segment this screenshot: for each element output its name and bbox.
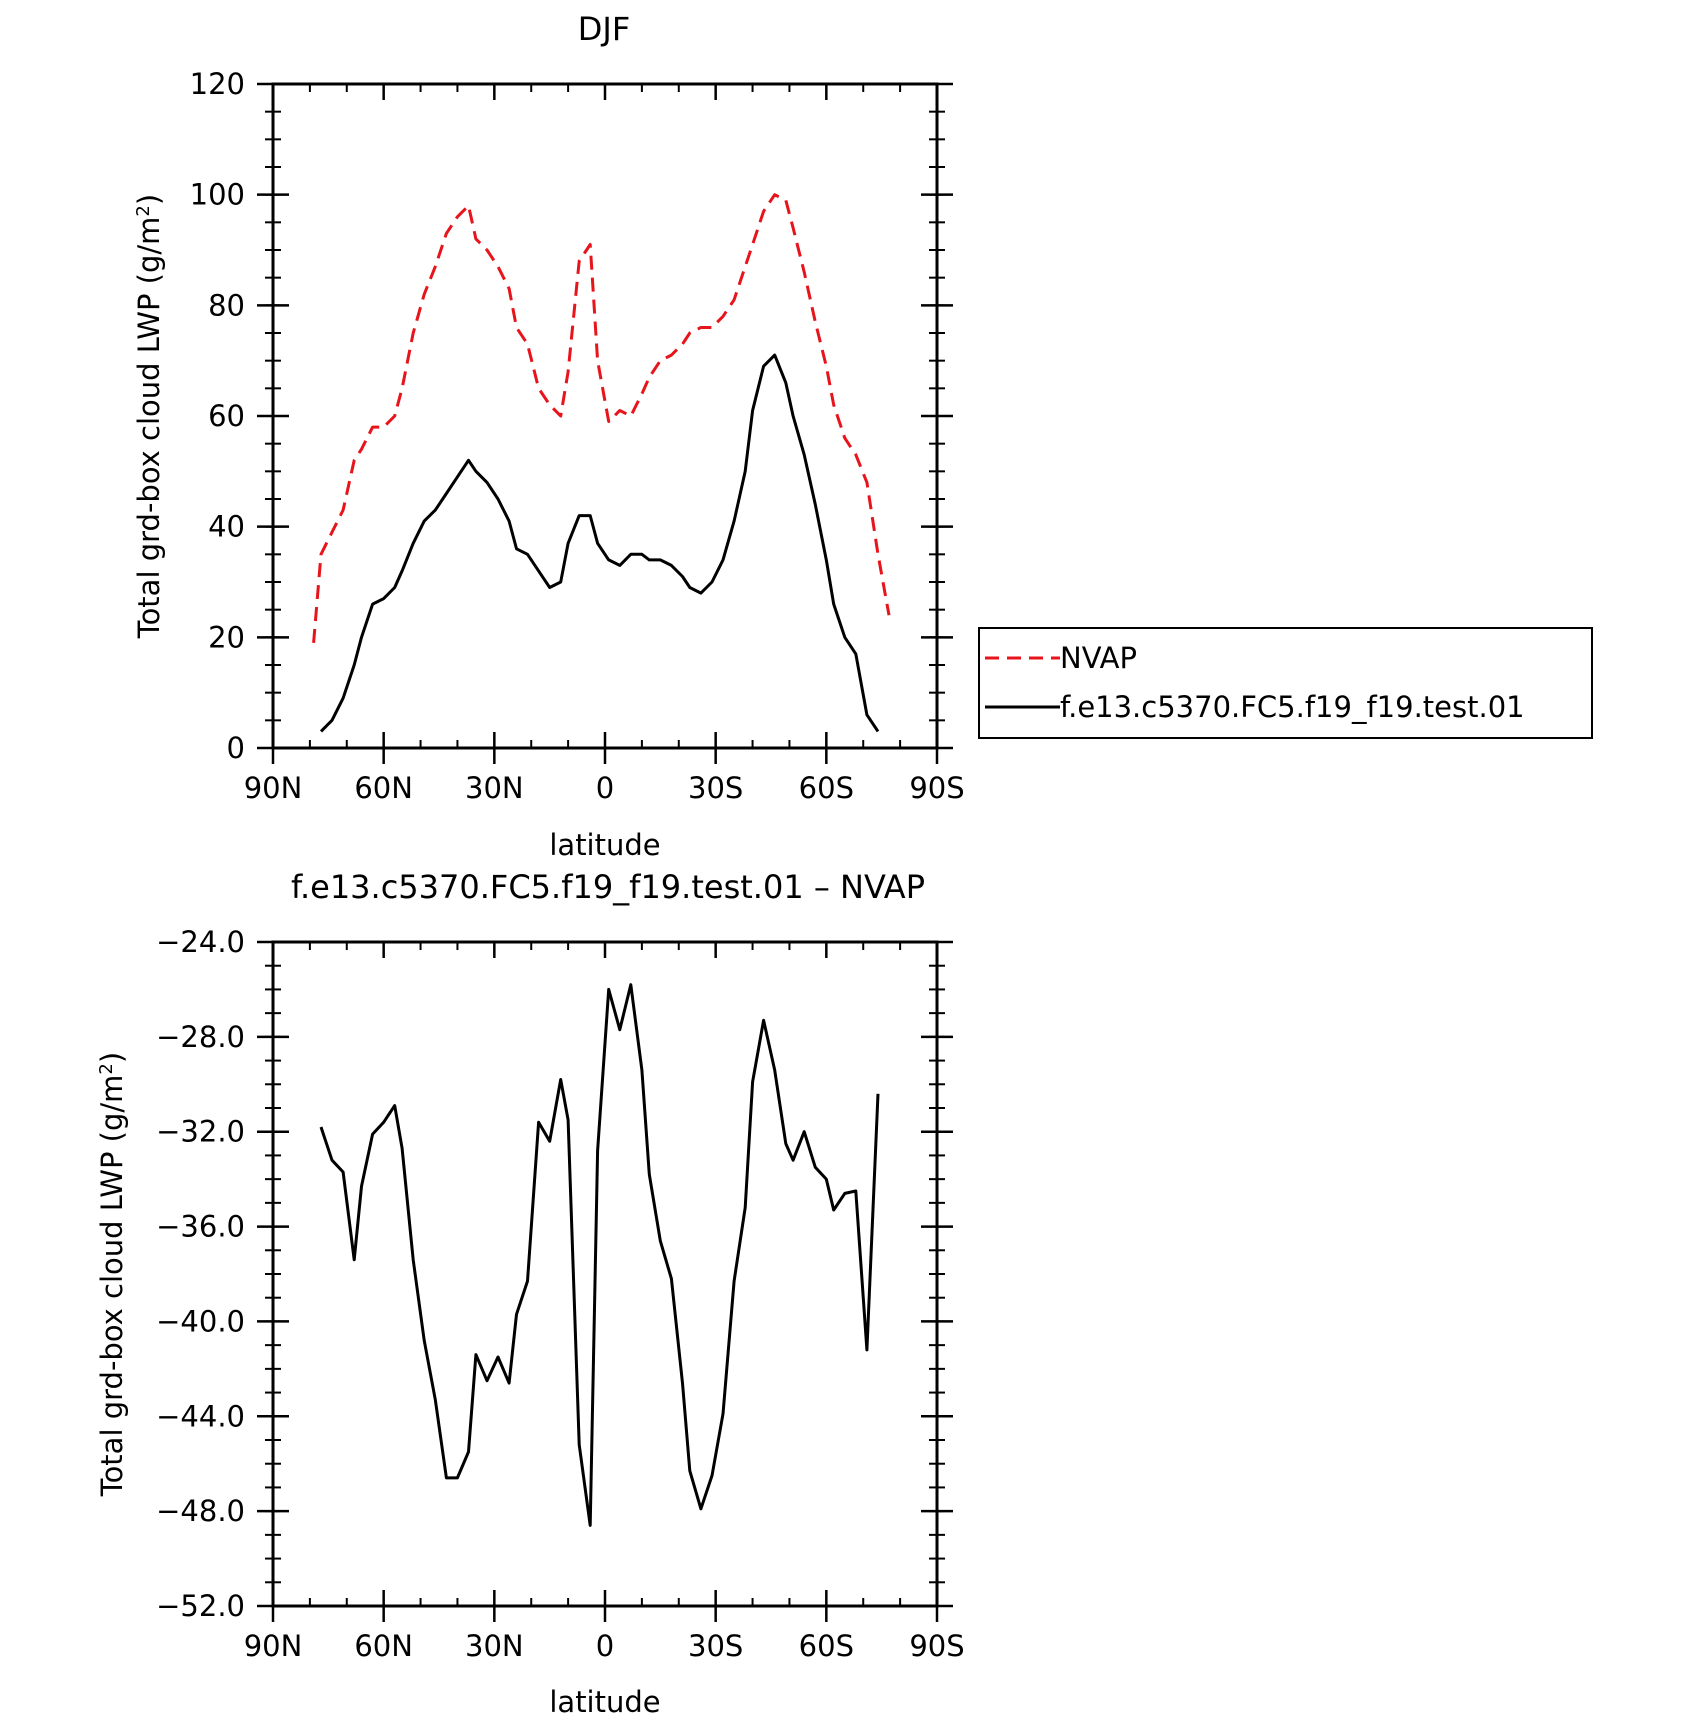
y-tick-label: 60 xyxy=(208,399,245,433)
top-chart-title: DJF xyxy=(578,10,630,48)
x-tick-label: 30S xyxy=(688,1629,743,1663)
top-panel: DJF 90N 60N 30N 0 30S 60S 90S 020406080100120 … xyxy=(132,10,1593,862)
top-y-axis-label-close: ) xyxy=(132,194,166,205)
x-tick-label: 90N xyxy=(244,1629,303,1663)
legend-box xyxy=(978,627,1593,739)
y-tick-label: −44.0 xyxy=(156,1399,245,1433)
y-tick-label: −28.0 xyxy=(156,1020,245,1054)
y-tick-label: −40.0 xyxy=(156,1304,245,1338)
y-tick-label: −48.0 xyxy=(156,1494,245,1528)
x-tick-label: 30N xyxy=(465,771,524,805)
y-tick-label: −24.0 xyxy=(156,925,245,959)
y-tick-label: 40 xyxy=(208,510,245,544)
top-y-axis-label-main: Total grd-box cloud LWP (g/m xyxy=(132,217,166,640)
bottom-plot-frame xyxy=(271,940,939,1608)
series-line-1 xyxy=(319,353,880,733)
x-tick-label: 90N xyxy=(244,771,303,805)
x-tick-label: 90S xyxy=(909,1629,964,1663)
bottom-series-lines xyxy=(319,983,880,1527)
top-y-axis-label-superscript: 2 xyxy=(133,205,154,216)
x-tick-label: 60S xyxy=(799,1629,854,1663)
legend: NVAP f.e13.c5370.FC5.f19_f19.test.01 xyxy=(978,627,1593,739)
y-tick-label: −52.0 xyxy=(156,1589,245,1623)
x-tick-label: 0 xyxy=(596,771,614,805)
x-tick-label: 90S xyxy=(909,771,964,805)
bottom-panel: f.e13.c5370.FC5.f19_f19.test.01 – NVAP 9… xyxy=(95,868,965,1719)
top-y-axis-label: Total grd-box cloud LWP (g/m2) xyxy=(132,194,166,639)
top-y-tick-labels: 0 20 40 60 80 100 120 xyxy=(190,67,245,765)
x-tick-label: 0 xyxy=(596,1629,614,1663)
x-tick-label: 60N xyxy=(354,1629,413,1663)
y-tick-label: −32.0 xyxy=(156,1115,245,1149)
legend-label-nvap: NVAP xyxy=(1060,641,1137,675)
y-tick-label: 20 xyxy=(208,620,245,654)
top-axis-ticks xyxy=(257,82,953,764)
x-tick-label: 60S xyxy=(799,771,854,805)
bottom-x-axis-label: latitude xyxy=(549,1685,660,1719)
y-tick-label: 100 xyxy=(190,178,245,212)
x-tick-label: 60N xyxy=(354,771,413,805)
top-x-axis-label: latitude xyxy=(549,828,660,862)
y-tick-label: 80 xyxy=(208,288,245,322)
x-tick-label: 30N xyxy=(465,1629,524,1663)
y-tick-label: 0 xyxy=(227,731,245,765)
x-tick-label: 30S xyxy=(688,771,743,805)
series-line-0 xyxy=(319,983,880,1527)
bottom-y-axis-label-superscript: 2 xyxy=(96,1063,117,1074)
top-series-lines xyxy=(312,193,891,733)
bottom-y-axis-label-close: ) xyxy=(95,1052,129,1063)
bottom-y-axis-label-main: Total grd-box cloud LWP (g/m xyxy=(95,1075,129,1498)
top-x-tick-labels: 90N 60N 30N 0 30S 60S 90S xyxy=(244,771,965,805)
bottom-y-tick-labels: −52.0 −48.0 −44.0 −40.0 −36.0 −32.0 −28.0 −24.0 xyxy=(156,925,245,1623)
y-tick-label: 120 xyxy=(190,67,245,101)
bottom-x-tick-labels: 90N 60N 30N 0 30S 60S 90S xyxy=(244,1629,965,1663)
top-plot-frame xyxy=(271,82,939,750)
legend-label-model: f.e13.c5370.FC5.f19_f19.test.01 xyxy=(1060,690,1525,724)
y-tick-label: −36.0 xyxy=(156,1210,245,1244)
bottom-y-axis-label: Total grd-box cloud LWP (g/m2) xyxy=(95,1052,129,1497)
bottom-chart-title: f.e13.c5370.FC5.f19_f19.test.01 – NVAP xyxy=(291,868,925,906)
